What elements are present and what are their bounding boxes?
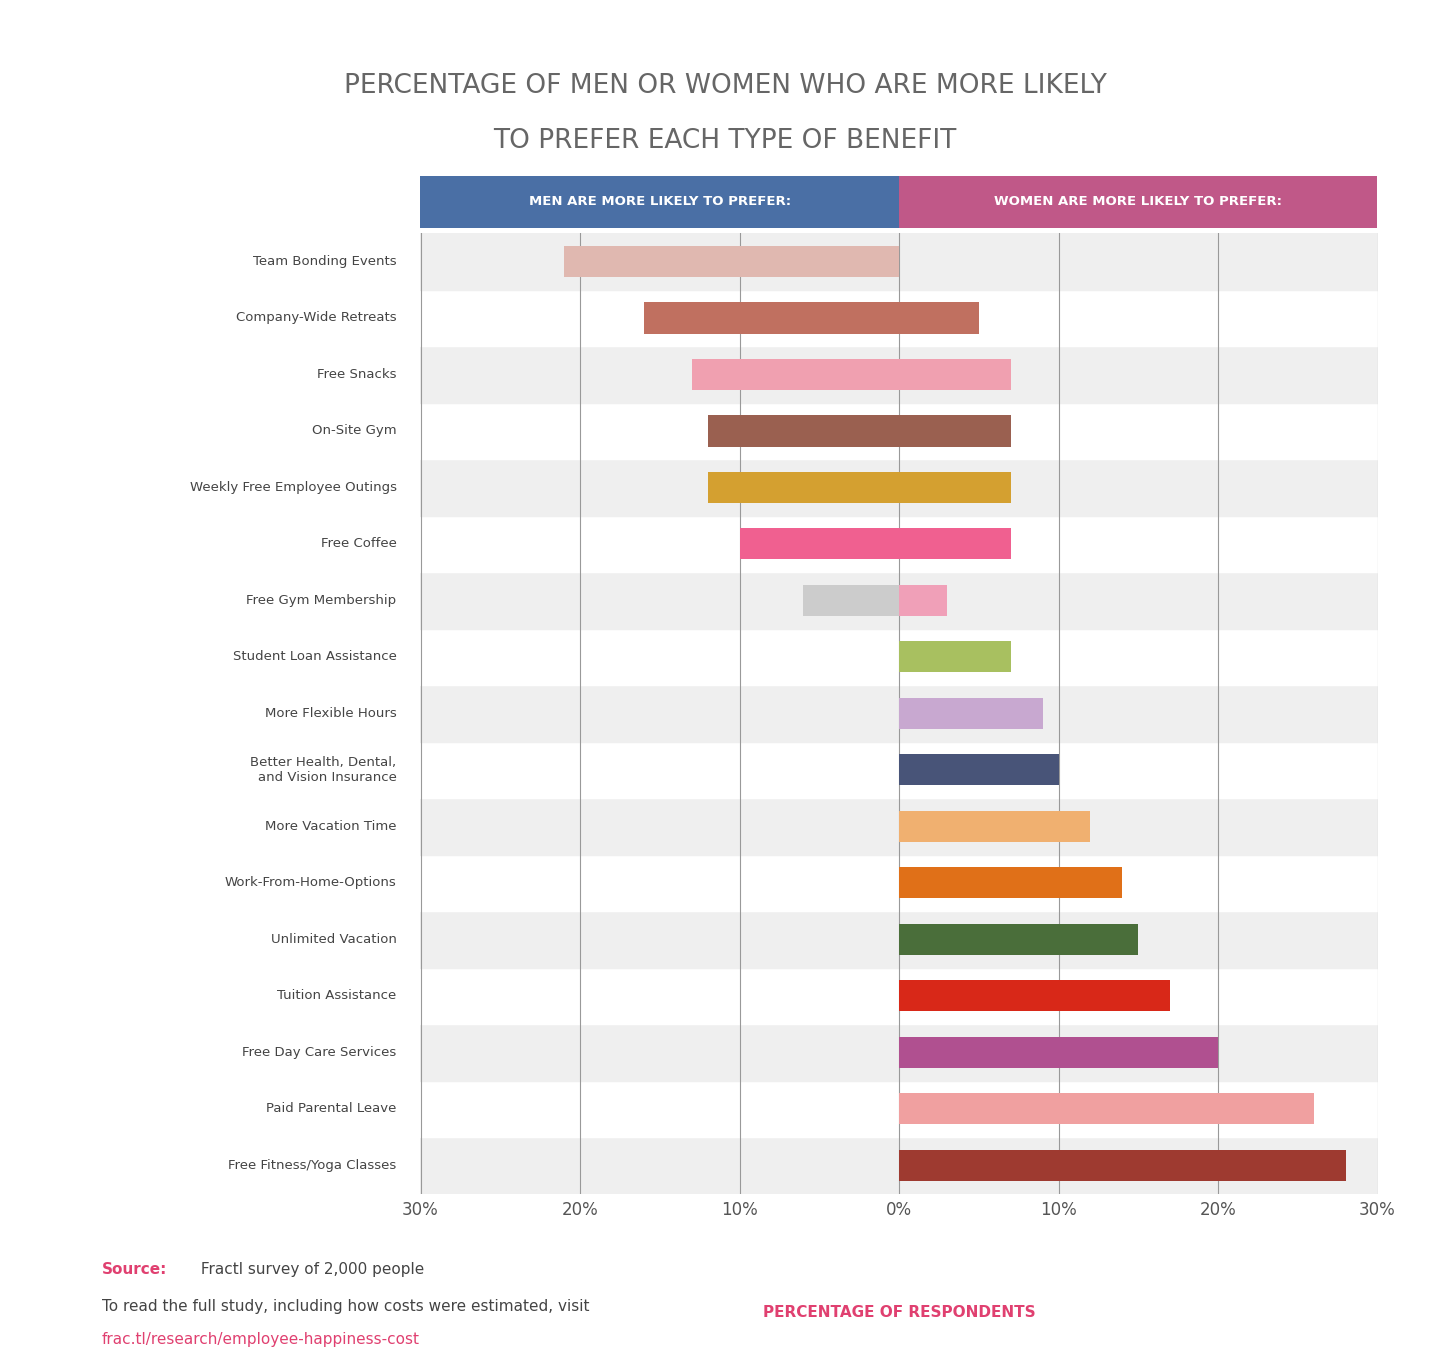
Text: More Flexible Hours: More Flexible Hours — [265, 707, 397, 720]
Text: Paid Parental Leave: Paid Parental Leave — [267, 1102, 397, 1115]
Bar — [899, 1037, 1218, 1067]
Text: Fractl survey of 2,000 people: Fractl survey of 2,000 people — [196, 1262, 423, 1276]
Bar — [708, 472, 899, 504]
Bar — [420, 799, 1377, 855]
Bar — [899, 416, 1011, 446]
Bar — [803, 584, 899, 616]
Bar — [420, 967, 1377, 1024]
Text: WOMEN ARE MORE LIKELY TO PREFER:: WOMEN ARE MORE LIKELY TO PREFER: — [995, 195, 1282, 209]
Bar — [899, 584, 947, 616]
Bar — [420, 403, 1377, 460]
Text: Team Bonding Events: Team Bonding Events — [252, 255, 397, 268]
Bar — [708, 416, 899, 446]
Text: Free Snacks: Free Snacks — [318, 368, 397, 381]
Text: Free Fitness/Yoga Classes: Free Fitness/Yoga Classes — [228, 1159, 397, 1172]
Text: Free Coffee: Free Coffee — [320, 538, 397, 550]
Bar — [740, 528, 899, 560]
Text: Work-From-Home-Options: Work-From-Home-Options — [225, 877, 397, 889]
Bar — [420, 572, 1377, 628]
Bar — [899, 923, 1138, 955]
Text: Tuition Assistance: Tuition Assistance — [277, 989, 397, 1003]
Bar — [420, 685, 1377, 742]
Bar — [899, 302, 979, 333]
Text: PERCENTAGE OF MEN OR WOMEN WHO ARE MORE LIKELY: PERCENTAGE OF MEN OR WOMEN WHO ARE MORE … — [344, 74, 1106, 99]
Text: TO PREFER EACH TYPE OF BENEFIT: TO PREFER EACH TYPE OF BENEFIT — [493, 129, 957, 154]
Text: PERCENTAGE OF RESPONDENTS: PERCENTAGE OF RESPONDENTS — [763, 1305, 1035, 1320]
Bar — [420, 516, 1377, 572]
Text: frac.tl/research/employee-happiness-cost: frac.tl/research/employee-happiness-cost — [102, 1332, 419, 1346]
Text: Company-Wide Retreats: Company-Wide Retreats — [236, 311, 397, 325]
Text: On-Site Gym: On-Site Gym — [312, 424, 397, 438]
Bar — [420, 855, 1377, 911]
Bar — [899, 698, 1043, 729]
Bar — [899, 1093, 1314, 1125]
Bar — [420, 1081, 1377, 1137]
Bar — [899, 359, 1011, 390]
Text: Better Health, Dental,
and Vision Insurance: Better Health, Dental, and Vision Insura… — [251, 756, 397, 783]
Bar — [899, 472, 1011, 504]
Bar — [420, 628, 1377, 685]
Bar — [420, 460, 1377, 516]
Text: Unlimited Vacation: Unlimited Vacation — [271, 933, 397, 945]
Text: Source:: Source: — [102, 1262, 167, 1276]
Bar — [899, 528, 1011, 560]
Text: To read the full study, including how costs were estimated, visit: To read the full study, including how co… — [102, 1299, 589, 1313]
Bar — [899, 981, 1170, 1011]
Bar — [420, 911, 1377, 967]
Bar — [644, 302, 899, 333]
Bar — [692, 359, 899, 390]
Text: Student Loan Assistance: Student Loan Assistance — [232, 650, 397, 664]
Bar — [899, 642, 1011, 672]
Text: MEN ARE MORE LIKELY TO PREFER:: MEN ARE MORE LIKELY TO PREFER: — [529, 195, 790, 209]
Text: More Vacation Time: More Vacation Time — [265, 820, 397, 833]
Bar — [420, 233, 1377, 289]
Bar — [899, 811, 1090, 842]
Bar — [899, 755, 1058, 785]
Bar — [420, 1024, 1377, 1081]
Text: Weekly Free Employee Outings: Weekly Free Employee Outings — [190, 482, 397, 494]
Bar — [899, 1150, 1346, 1181]
Bar — [420, 1137, 1377, 1194]
Text: Free Gym Membership: Free Gym Membership — [247, 594, 397, 606]
Bar — [564, 246, 899, 277]
Bar — [899, 867, 1122, 899]
Bar — [420, 742, 1377, 799]
Bar — [420, 289, 1377, 346]
Text: Free Day Care Services: Free Day Care Services — [242, 1045, 397, 1059]
Bar — [420, 346, 1377, 403]
